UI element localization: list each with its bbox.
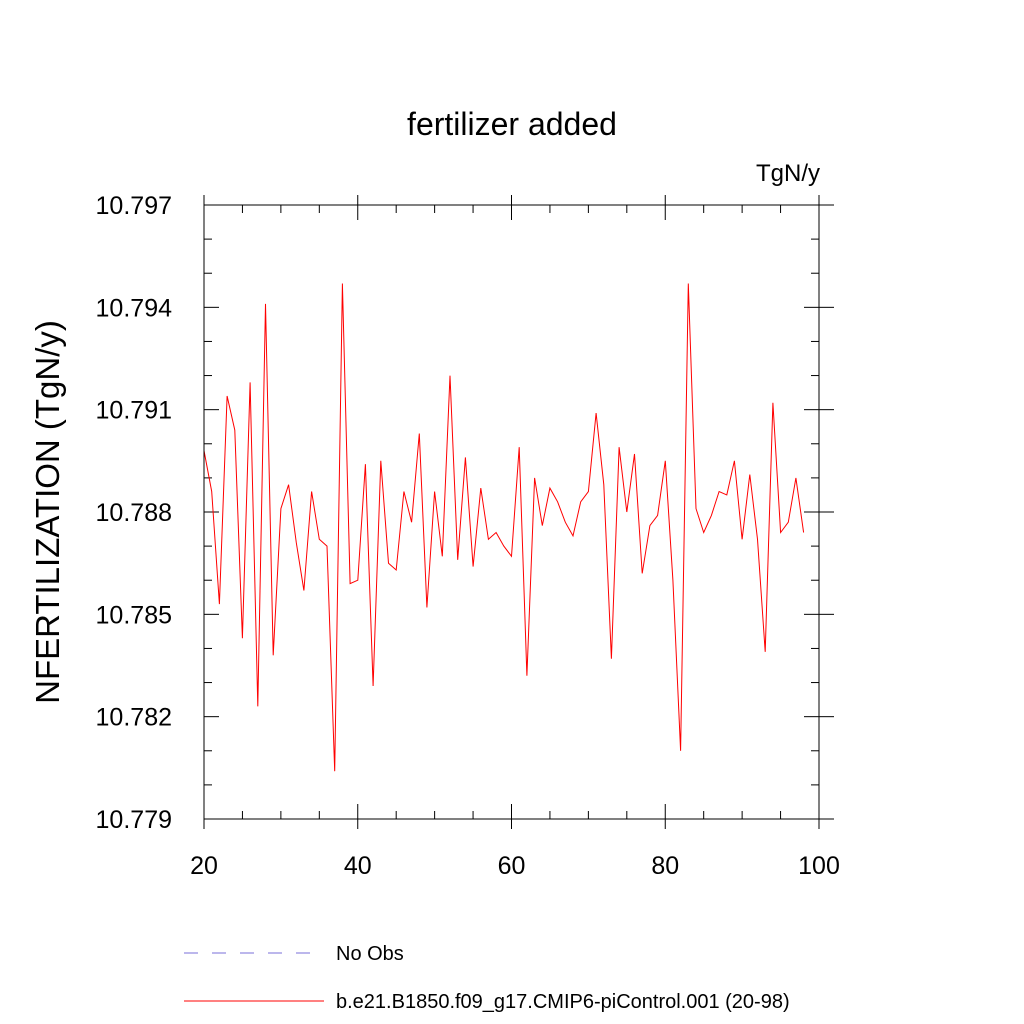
axis-tick-labels: 20 40 60 80 100 10.779 10.782 10.785 10.788 10.79… <box>96 192 840 880</box>
y-tick-label: 10.788 <box>96 499 172 527</box>
legend-label-picontrol: b.e21.B1850.f09_g17.CMIP6-piControl.001 … <box>336 991 790 1013</box>
legend-label-no-obs: No Obs <box>336 943 404 965</box>
y-tick-label: 10.794 <box>96 294 173 322</box>
x-tick-label: 20 <box>190 852 218 880</box>
y-tick-label: 10.797 <box>96 192 172 220</box>
y-tick-label: 10.791 <box>96 397 172 425</box>
x-tick-label: 80 <box>651 852 679 880</box>
series-layer <box>203 283 805 772</box>
chart-title: fertilizer added <box>407 106 617 142</box>
y-axis-label: NFERTILIZATION (TgN/y) <box>29 320 66 704</box>
y-tick-label: 10.779 <box>96 806 172 834</box>
x-tick-label: 60 <box>498 852 526 880</box>
axis-ticks <box>203 195 834 829</box>
units-label: TgN/y <box>756 160 820 187</box>
y-tick-label: 10.782 <box>96 704 172 732</box>
y-tick-label: 10.785 <box>96 601 172 629</box>
legend: No Obs b.e21.B1850.f09_g17.CMIP6-piContr… <box>184 943 790 1013</box>
series-line <box>203 283 805 772</box>
x-tick-label: 100 <box>798 852 840 880</box>
x-tick-label: 40 <box>344 852 372 880</box>
plot-frame <box>203 204 820 820</box>
